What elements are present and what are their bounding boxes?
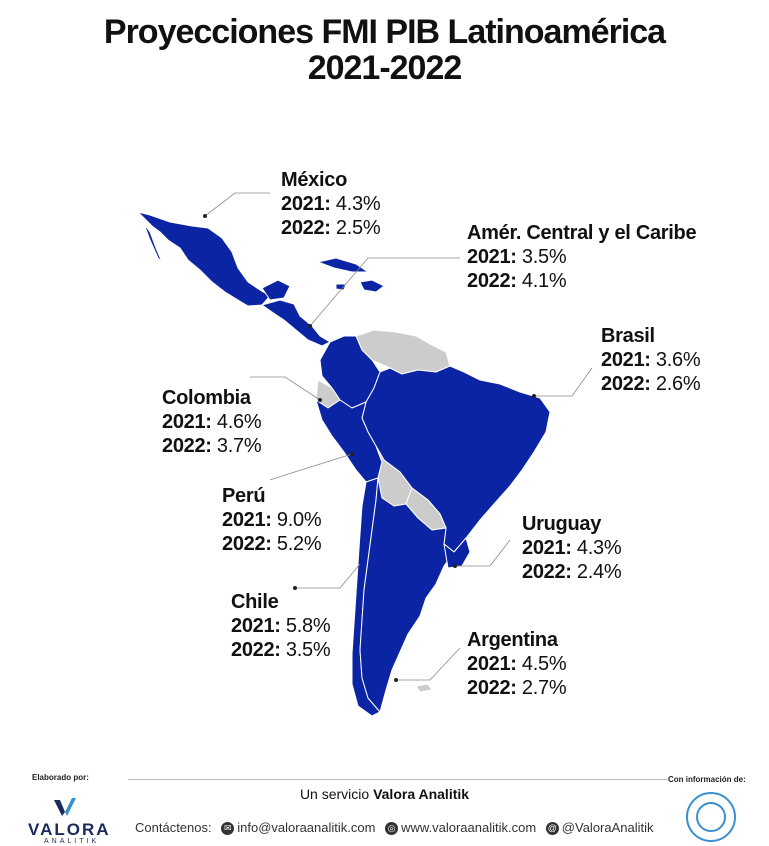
page-title: Proyecciones FMI PIB Latinoamérica xyxy=(103,13,666,51)
region-name: Chile xyxy=(231,591,279,613)
leader-dot xyxy=(308,324,312,328)
region-uruguay xyxy=(443,537,471,569)
leader-central xyxy=(309,257,460,327)
year-label: 2022: xyxy=(222,533,272,555)
year-label: 2021: xyxy=(522,537,572,559)
region-name: México xyxy=(281,169,348,191)
contact-web[interactable]: www.valoraanalitik.com xyxy=(401,820,537,835)
region-mexico xyxy=(137,211,271,307)
region-name: Colombia xyxy=(162,387,251,409)
con-informacion-label: Con información de: xyxy=(668,775,746,784)
leader-peru xyxy=(269,453,353,481)
value-2022: 3.7% xyxy=(216,435,262,457)
leader-dot xyxy=(394,678,398,682)
value-2022: 2.4% xyxy=(576,561,622,583)
value-2021: 3.6% xyxy=(655,349,701,371)
year-label: 2021: xyxy=(467,653,517,675)
value-2021: 4.5% xyxy=(521,653,567,675)
leader-dot xyxy=(532,394,536,398)
leader-dot xyxy=(318,398,322,402)
at-icon: @ xyxy=(545,822,559,836)
label-peru: Perú 2021: 9.0% 2022: 5.2% xyxy=(222,484,322,556)
footer-divider xyxy=(128,779,668,780)
value-2021: 4.3% xyxy=(335,193,381,215)
valora-logo-icon xyxy=(54,798,76,816)
value-2022: 2.5% xyxy=(335,217,381,239)
imf-seal-inner xyxy=(696,802,726,832)
service-prefix: Un servicio xyxy=(299,786,374,802)
value-2021: 9.0% xyxy=(276,509,322,531)
globe-icon: ◎ xyxy=(385,822,399,836)
year-label: 2021: xyxy=(231,615,281,637)
page-subtitle: 2021-2022 xyxy=(307,49,463,87)
year-label: 2022: xyxy=(467,270,517,292)
label-uruguay: Uruguay 2021: 4.3% 2022: 2.4% xyxy=(522,512,622,584)
contact-line: Contáctenos: ✉ info@valoraanalitik.com ◎ w… xyxy=(135,820,654,836)
year-label: 2021: xyxy=(601,349,651,371)
leader-dot xyxy=(203,214,207,218)
leader-dots xyxy=(203,214,536,682)
logo-wordmark: VALORA xyxy=(28,820,111,839)
label-argentina: Argentina 2021: 4.5% 2022: 2.7% xyxy=(467,628,567,700)
leader-dot xyxy=(293,586,297,590)
service-brand: Valora Analitik xyxy=(373,786,470,802)
logo-subtitle: ANALITIK xyxy=(44,838,100,845)
region-name: Amér. Central y el Caribe xyxy=(467,222,697,244)
region-yucatan xyxy=(261,279,291,301)
region-name: Perú xyxy=(222,485,266,507)
year-label: 2022: xyxy=(231,639,281,661)
leader-dot xyxy=(453,564,457,568)
year-label: 2021: xyxy=(162,411,212,433)
region-name: Uruguay xyxy=(522,513,602,535)
contact-label: Contáctenos: xyxy=(135,820,212,835)
imf-seal-icon xyxy=(686,792,736,842)
leader-mexico xyxy=(204,192,270,217)
leader-uruguay xyxy=(455,539,511,567)
value-2022: 2.7% xyxy=(521,677,567,699)
region-falklands xyxy=(415,683,433,693)
region-name: Argentina xyxy=(467,629,558,651)
label-colombia: Colombia 2021: 4.6% 2022: 3.7% xyxy=(162,386,262,458)
year-label: 2022: xyxy=(601,373,651,395)
value-2021: 5.8% xyxy=(285,615,331,637)
leader-lines xyxy=(204,192,593,681)
label-mexico: México 2021: 4.3% 2022: 2.5% xyxy=(281,168,381,240)
contact-social[interactable]: @ValoraAnalitik xyxy=(561,820,654,835)
value-2021: 3.5% xyxy=(521,246,567,268)
region-central-america xyxy=(261,299,331,347)
leader-dot xyxy=(350,452,354,456)
value-2022: 4.1% xyxy=(521,270,567,292)
year-label: 2021: xyxy=(467,246,517,268)
contact-email[interactable]: info@valoraanalitik.com xyxy=(237,820,376,835)
leader-chile xyxy=(295,563,361,589)
region-hispaniola xyxy=(359,279,385,293)
label-brasil: Brasil 2021: 3.6% 2022: 2.6% xyxy=(601,324,701,396)
leader-brasil xyxy=(534,367,593,397)
region-name: Brasil xyxy=(601,325,655,347)
label-chile: Chile 2021: 5.8% 2022: 3.5% xyxy=(231,590,331,662)
value-2022: 3.5% xyxy=(285,639,331,661)
label-central-america: Amér. Central y el Caribe 2021: 3.5% 202… xyxy=(467,221,697,293)
leader-argentina xyxy=(396,647,461,681)
year-label: 2022: xyxy=(281,217,331,239)
email-icon: ✉ xyxy=(221,822,235,836)
value-2022: 5.2% xyxy=(276,533,322,555)
year-label: 2022: xyxy=(522,561,572,583)
region-jamaica xyxy=(335,283,347,291)
value-2021: 4.6% xyxy=(216,411,262,433)
service-line: Un servicio Valora Analitik xyxy=(0,786,769,802)
region-cuba xyxy=(317,257,369,273)
year-label: 2022: xyxy=(467,677,517,699)
value-2022: 2.6% xyxy=(655,373,701,395)
year-label: 2021: xyxy=(281,193,331,215)
value-2021: 4.3% xyxy=(576,537,622,559)
year-label: 2022: xyxy=(162,435,212,457)
year-label: 2021: xyxy=(222,509,272,531)
elaborado-label: Elaborado por: xyxy=(32,773,89,782)
leader-colombia xyxy=(250,376,321,401)
region-argentina xyxy=(359,477,455,713)
